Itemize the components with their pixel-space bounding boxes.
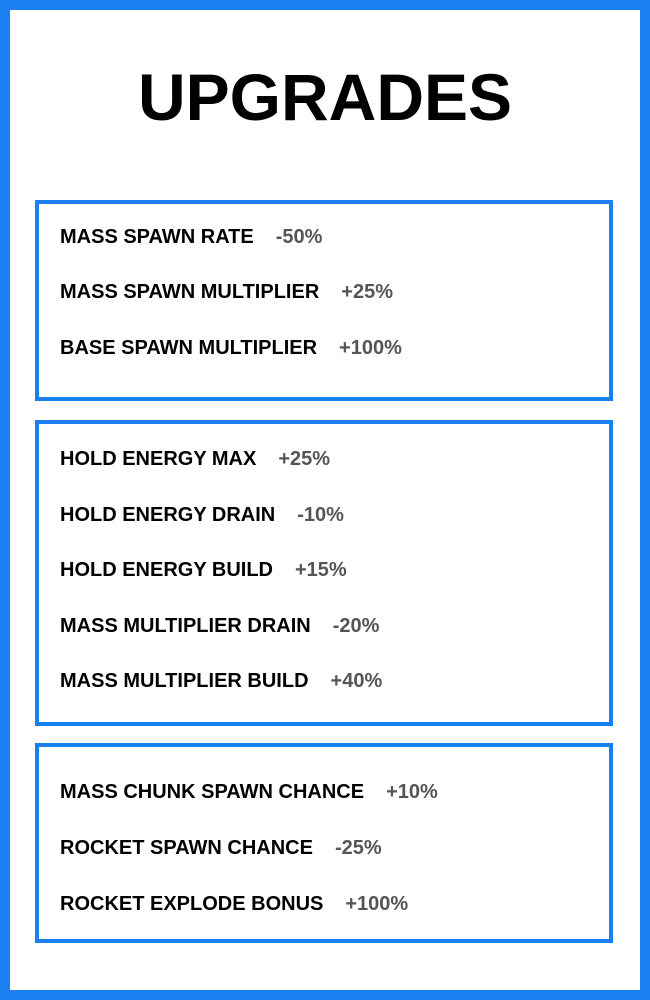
upgrade-value: +15% (294, 559, 347, 581)
upgrade-value: +10% (386, 781, 438, 803)
upgrade-row: MASS SPAWN MULTIPLIER +25% (60, 277, 393, 307)
upgrade-group-spawn: MASS SPAWN RATE -50% MASS SPAWN MULTIPLIE… (35, 200, 613, 401)
upgrade-value: -50% (275, 226, 323, 248)
upgrade-value: +100% (345, 893, 409, 915)
upgrade-label: BASE SPAWN MULTIPLIER (60, 337, 318, 359)
upgrade-value: +100% (339, 337, 402, 359)
upgrade-value: -10% (297, 504, 344, 526)
upgrade-label: HOLD ENERGY DRAIN (60, 504, 276, 526)
upgrade-row: HOLD ENERGY BUILD +15% (60, 555, 347, 585)
upgrade-row: MASS CHUNK SPAWN CHANCE +10% (60, 777, 438, 807)
page-title: UPGRADES (137, 60, 513, 134)
upgrade-label: HOLD ENERGY MAX (60, 448, 257, 470)
upgrade-value: -20% (332, 615, 380, 637)
upgrade-row: MASS MULTIPLIER DRAIN -20% (60, 611, 379, 641)
upgrade-row: HOLD ENERGY DRAIN -10% (60, 500, 344, 530)
upgrade-label: MASS SPAWN RATE (60, 226, 254, 248)
upgrade-label: MASS MULTIPLIER BUILD (60, 670, 309, 692)
upgrade-row: BASE SPAWN MULTIPLIER +100% (60, 333, 402, 363)
upgrade-group-chunks-rockets: MASS CHUNK SPAWN CHANCE +10% ROCKET SPAWN… (35, 743, 613, 943)
upgrade-label: MASS SPAWN MULTIPLIER (60, 281, 320, 303)
upgrade-value: +25% (341, 281, 393, 303)
upgrade-value: -25% (334, 837, 382, 859)
upgrade-group-energy: HOLD ENERGY MAX +25% HOLD ENERGY DRAIN -10… (35, 420, 613, 726)
upgrade-label: ROCKET SPAWN CHANCE (60, 837, 313, 859)
upgrade-label: MASS CHUNK SPAWN CHANCE (60, 781, 365, 803)
upgrade-label: MASS MULTIPLIER DRAIN (60, 615, 311, 637)
upgrade-row: HOLD ENERGY MAX +25% (60, 444, 330, 474)
upgrade-row: MASS SPAWN RATE -50% (60, 222, 322, 252)
upgrade-value: +40% (330, 670, 383, 692)
upgrade-row: ROCKET SPAWN CHANCE -25% (60, 833, 382, 863)
upgrade-row: MASS MULTIPLIER BUILD +40% (60, 666, 382, 696)
upgrade-label: HOLD ENERGY BUILD (60, 559, 273, 581)
upgrade-value: +25% (278, 448, 331, 470)
upgrade-label: ROCKET EXPLODE BONUS (60, 893, 324, 915)
upgrade-row: ROCKET EXPLODE BONUS +100% (60, 889, 408, 919)
